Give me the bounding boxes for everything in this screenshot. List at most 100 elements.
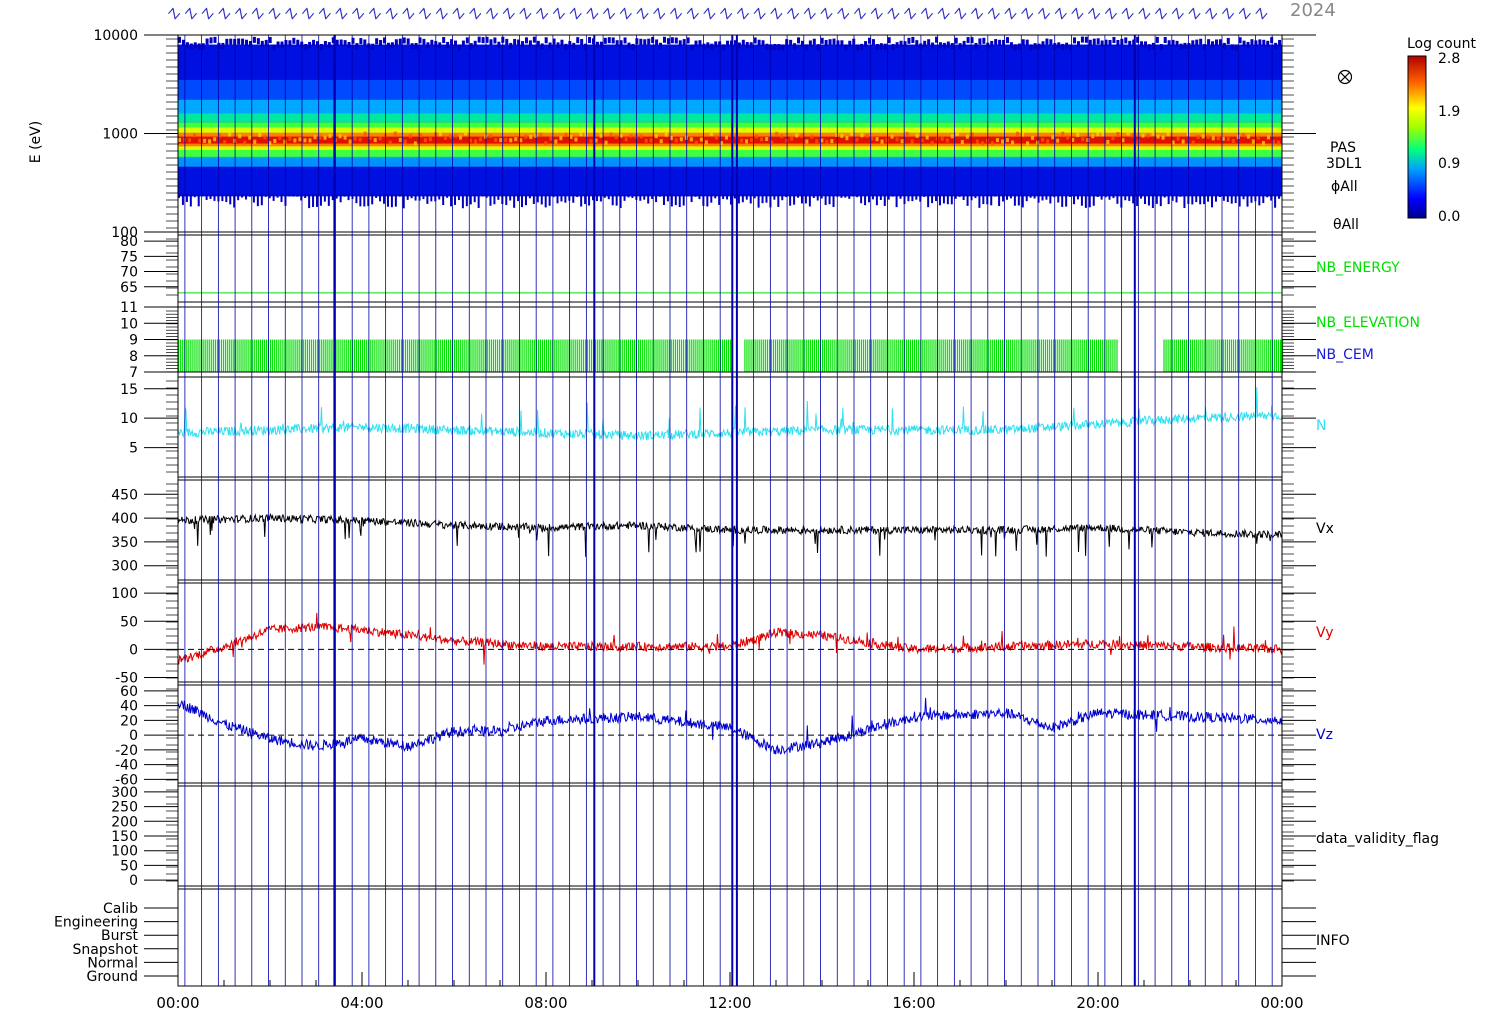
spec-edge <box>1069 194 1072 197</box>
spec-edge <box>450 39 454 46</box>
marker-label: Z <box>652 6 669 23</box>
nb-elevation-bar <box>999 339 1002 372</box>
spec-texture <box>644 138 648 143</box>
nb-elevation-bar <box>805 339 807 372</box>
spec-edge <box>252 36 256 43</box>
spec-edge <box>276 194 279 198</box>
nb-elevation-bar <box>1230 339 1233 372</box>
spec-edge <box>300 194 303 201</box>
spec-edge <box>355 43 359 50</box>
nb-elevation-bar <box>709 339 711 372</box>
spec-edge <box>241 38 245 45</box>
spec-edge <box>919 194 922 202</box>
spec-edge <box>706 42 710 49</box>
spec-edge <box>1183 42 1187 49</box>
nb-elevation-bar <box>1046 339 1049 372</box>
spec-texture <box>1176 136 1180 141</box>
nb-elevation-bar <box>701 339 703 372</box>
nb-elevation-bar <box>789 339 791 372</box>
spec-edge <box>603 194 606 198</box>
marker-label: Z <box>518 6 535 23</box>
nb-elevation-bar <box>1243 339 1245 372</box>
spec-edge <box>1104 194 1107 198</box>
spec-edge <box>950 42 954 49</box>
spec-edge <box>1242 40 1246 47</box>
spec-edge <box>430 194 433 202</box>
spec-texture <box>1071 137 1075 142</box>
spec-edge <box>1167 194 1170 205</box>
nb-elevation-bar <box>1059 339 1061 372</box>
spec-edge <box>556 42 560 49</box>
spec-texture <box>870 136 874 141</box>
nb-elevation-bar <box>272 339 274 372</box>
spec-edge <box>402 37 406 44</box>
spec-edge <box>651 194 654 199</box>
spec-texture <box>995 138 999 143</box>
nb-elevation-bar <box>705 339 707 372</box>
nb-elevation-bar <box>1091 339 1094 372</box>
marker-label: Z <box>1237 6 1254 23</box>
nb-elevation-bar <box>744 339 746 372</box>
nb-elevation-bar <box>1075 339 1077 372</box>
spec-edge <box>292 194 295 197</box>
spec-edge <box>213 194 216 201</box>
spec-edge <box>1021 39 1025 46</box>
nb-elevation-bar <box>597 339 599 372</box>
spec-edge <box>1218 39 1222 46</box>
spec-texture <box>549 136 553 141</box>
spec-edge <box>241 194 244 198</box>
nb-elevation-bar <box>638 339 640 372</box>
spec-edge <box>1274 42 1278 49</box>
spec-label-phi: ϕAll <box>1331 179 1358 195</box>
nb-elevation-bar <box>611 339 613 372</box>
nb-elevation-bar <box>613 339 615 372</box>
nb-elevation-bar <box>402 339 405 372</box>
spec-edge <box>757 194 760 208</box>
marker-label: Z <box>1187 6 1204 23</box>
spec-edge <box>1092 194 1095 206</box>
nb-elevation-bar <box>680 339 683 372</box>
marker-label: Z <box>702 6 719 23</box>
spec-edge <box>789 194 792 206</box>
spec-edge <box>1029 44 1033 51</box>
marker-label: Z <box>601 6 618 23</box>
nb-elevation-bar <box>1116 339 1118 372</box>
nb-elevation-bar <box>239 339 241 372</box>
nb-elevation-bar <box>930 339 932 372</box>
nb-elevation-bar <box>1083 339 1085 372</box>
spec-edge <box>469 194 472 205</box>
nb-elevation-bar <box>525 339 527 372</box>
spec-texture <box>509 138 513 143</box>
y-tick-label: 9 <box>129 333 138 349</box>
spec-edge <box>1116 40 1120 47</box>
marker-label: Z <box>501 6 518 23</box>
nb-elevation-bar <box>388 339 390 372</box>
nb-elevation-bar <box>1026 339 1028 372</box>
spec-texture <box>780 134 784 139</box>
nb-elevation-bar <box>241 339 243 372</box>
spec-texture <box>323 135 327 140</box>
spec-edge <box>509 42 513 49</box>
spec-edge <box>181 194 184 205</box>
nb-elevation-bar <box>627 339 629 372</box>
nb-elevation-bar <box>1167 339 1169 372</box>
nb-elevation-bar <box>781 339 783 372</box>
nb-elevation-bar <box>1210 339 1212 372</box>
nb-elevation-bar <box>233 339 235 372</box>
nb-elevation-bar <box>292 339 294 372</box>
nb-elevation-bar <box>822 339 824 372</box>
spec-edge <box>958 194 961 197</box>
nb-elevation-bar <box>975 339 977 372</box>
nb-elevation-bar <box>294 339 296 372</box>
spec-edge <box>457 194 460 201</box>
spec-texture <box>479 137 483 142</box>
nb-elevation-bar <box>905 339 908 372</box>
nb-elevation-bar <box>607 339 609 372</box>
nb-elevation-bar <box>1273 339 1276 372</box>
spec-edge <box>840 194 843 198</box>
spec-texture <box>960 139 964 144</box>
nb-elevation-bar <box>654 339 656 372</box>
spec-edge <box>394 194 397 207</box>
marker-label: Z <box>752 6 769 23</box>
spec-texture <box>338 134 342 139</box>
